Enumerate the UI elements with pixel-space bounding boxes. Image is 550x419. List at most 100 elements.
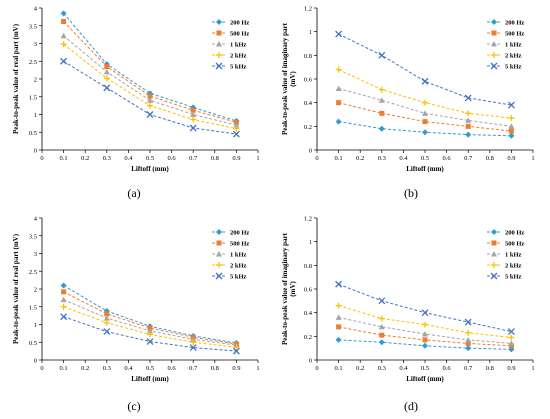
- x-tick-label: 0: [40, 365, 43, 372]
- y-tick-label: 0.4: [304, 100, 313, 107]
- data-point: [103, 315, 110, 321]
- y-tick-label: 0: [309, 358, 312, 365]
- legend-label: 5 kHz: [230, 274, 247, 281]
- legend-marker: [215, 272, 223, 280]
- data-point: [465, 345, 472, 352]
- y-tick-label: 1.5: [29, 304, 37, 311]
- x-tick-label: 0.3: [378, 365, 386, 372]
- y-tick-label: 0.6: [304, 77, 313, 84]
- x-tick-label: 0.7: [189, 155, 198, 162]
- data-point: [422, 337, 428, 343]
- y-tick-label: 1.2: [304, 6, 312, 13]
- data-point: [508, 128, 514, 134]
- x-tick-label: 0.9: [232, 155, 240, 162]
- legend-label: 200 Hz: [505, 20, 524, 27]
- x-tick-label: 0.7: [189, 365, 198, 372]
- data-point: [232, 347, 240, 355]
- data-point: [60, 303, 67, 310]
- data-point: [464, 94, 472, 102]
- data-point: [60, 57, 68, 65]
- caption-d: (d): [404, 399, 418, 413]
- y-axis-label: Peak-to-peak value of imaginary part(mV): [281, 232, 297, 345]
- x-tick-label: 1: [531, 155, 534, 162]
- data-point: [103, 308, 110, 315]
- data-point: [103, 319, 110, 326]
- data-point: [422, 342, 428, 349]
- data-point: [146, 111, 154, 118]
- caption-b: (b): [404, 186, 418, 200]
- legend-label: 200 Hz: [505, 230, 524, 237]
- legend-marker: [491, 251, 497, 257]
- x-axis-label: Liftoff (mm): [406, 165, 444, 173]
- y-tick-label: 4: [34, 216, 38, 223]
- data-point: [378, 315, 385, 322]
- data-point: [421, 77, 429, 85]
- x-tick-label: 0.2: [81, 365, 89, 372]
- y-tick-label: 0: [309, 148, 312, 155]
- y-tick-label: 1: [309, 239, 312, 246]
- data-point: [60, 41, 67, 48]
- data-point: [336, 324, 342, 330]
- data-point: [233, 344, 240, 351]
- y-tick-label: 1.5: [29, 94, 37, 101]
- x-tick-label: 0.9: [232, 365, 240, 372]
- x-tick-label: 0.1: [335, 155, 343, 162]
- data-point: [335, 336, 342, 343]
- data-point: [232, 130, 240, 138]
- x-axis-label: Liftoff (mm): [131, 165, 169, 173]
- data-point: [422, 321, 428, 328]
- data-point: [103, 75, 110, 82]
- series-line-1: [338, 102, 512, 132]
- x-tick-label: 0.1: [60, 365, 68, 372]
- data-point: [507, 101, 515, 109]
- data-point: [465, 110, 472, 117]
- legend-marker: [490, 272, 498, 280]
- legend-label: 1 kHz: [230, 42, 247, 49]
- data-point: [507, 328, 515, 336]
- series-line-4: [338, 33, 512, 106]
- data-point: [335, 280, 343, 288]
- y-tick-label: 2.5: [29, 269, 37, 276]
- data-point: [61, 289, 67, 295]
- x-tick-label: 0: [315, 365, 318, 372]
- x-tick-label: 0.1: [335, 365, 343, 372]
- data-point: [190, 111, 197, 117]
- series-line-1: [63, 291, 237, 345]
- data-point: [147, 327, 153, 334]
- x-tick-label: 1: [531, 365, 534, 372]
- y-tick-label: 1: [34, 112, 37, 119]
- legend-label: 200 Hz: [230, 20, 249, 27]
- chart-panel-d: 0 0.2 0.4 0.6 0.8 1 1.2 0 0.1 0.2 0.3 0.4 0.5 0.6 0.7 0…: [281, 216, 535, 384]
- data-point: [379, 332, 385, 338]
- y-tick-label: 3: [34, 251, 37, 258]
- data-point: [422, 119, 428, 125]
- legend-marker: [490, 62, 498, 70]
- y-tick-label: 2.5: [29, 59, 37, 66]
- x-tick-label: 0.6: [443, 155, 452, 162]
- x-tick-label: 0.2: [356, 365, 364, 372]
- data-point: [103, 328, 111, 336]
- x-tick-label: 0.5: [421, 155, 429, 162]
- legend-marker: [491, 262, 497, 268]
- legend-marker: [216, 52, 222, 58]
- data-point: [378, 97, 385, 103]
- series-line-2: [338, 316, 512, 344]
- data-point: [104, 311, 110, 317]
- y-tick-label: 3.5: [29, 23, 37, 30]
- legend-label: 2 kHz: [230, 53, 247, 60]
- x-tick-label: 0.3: [103, 155, 111, 162]
- data-point: [103, 84, 111, 92]
- legend-label: 1 kHz: [230, 252, 247, 259]
- data-point: [422, 330, 428, 337]
- data-point: [422, 110, 428, 116]
- data-point: [378, 51, 386, 59]
- data-point: [147, 331, 153, 338]
- legend-label: 5 kHz: [230, 64, 247, 71]
- data-point: [60, 282, 67, 289]
- y-tick-label: 2: [34, 77, 37, 84]
- legend-label: 2 kHz: [505, 263, 522, 270]
- y-tick-label: 4: [34, 6, 38, 13]
- legend-label: 500 Hz: [230, 31, 249, 38]
- x-tick-label: 0.8: [211, 365, 219, 372]
